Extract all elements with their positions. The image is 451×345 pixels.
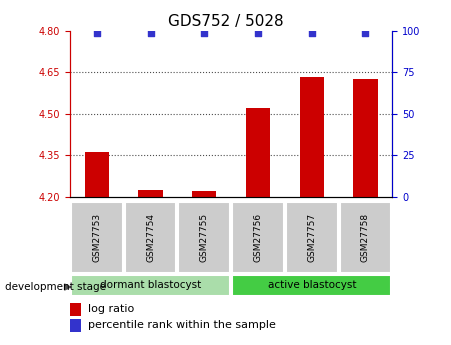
- Bar: [340, 201, 391, 273]
- Bar: [246, 108, 270, 197]
- Bar: [286, 201, 337, 273]
- Bar: [70, 303, 81, 316]
- Bar: [71, 275, 230, 296]
- Point: [362, 30, 369, 36]
- Bar: [232, 275, 391, 296]
- Text: percentile rank within the sample: percentile rank within the sample: [87, 321, 276, 330]
- Bar: [71, 201, 123, 273]
- Text: active blastocyst: active blastocyst: [267, 280, 356, 290]
- Point: [201, 30, 208, 36]
- Bar: [138, 190, 163, 197]
- Text: GSM27754: GSM27754: [146, 213, 155, 262]
- Text: GSM27756: GSM27756: [253, 213, 262, 262]
- Bar: [232, 201, 284, 273]
- Text: GSM27753: GSM27753: [92, 213, 101, 262]
- Bar: [70, 319, 81, 332]
- Text: development stage: development stage: [5, 282, 106, 292]
- Text: dormant blastocyst: dormant blastocyst: [100, 280, 201, 290]
- Bar: [192, 191, 216, 197]
- Bar: [299, 77, 324, 197]
- Bar: [125, 201, 176, 273]
- Point: [254, 30, 262, 36]
- Bar: [85, 152, 109, 197]
- Point: [308, 30, 315, 36]
- Text: log ratio: log ratio: [87, 304, 134, 314]
- Bar: [354, 79, 377, 197]
- Point: [93, 30, 101, 36]
- Text: GDS752 / 5028: GDS752 / 5028: [168, 14, 283, 29]
- Bar: [179, 201, 230, 273]
- Text: GSM27757: GSM27757: [307, 213, 316, 262]
- Text: GSM27755: GSM27755: [200, 213, 209, 262]
- Point: [147, 30, 154, 36]
- Text: GSM27758: GSM27758: [361, 213, 370, 262]
